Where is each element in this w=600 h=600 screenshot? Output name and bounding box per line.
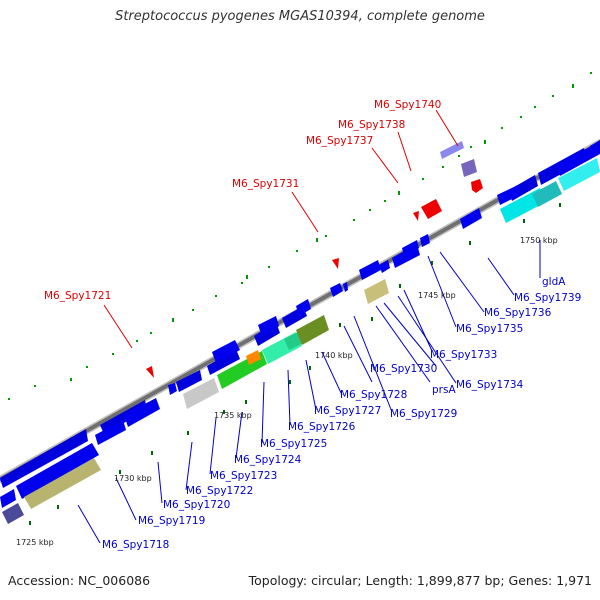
scale-label-1740: 1740 kbp bbox=[315, 351, 353, 360]
gene-label-m6-spy1739[interactable]: M6_Spy1739 bbox=[514, 292, 581, 304]
gene-label-m6-spy1718[interactable]: M6_Spy1718 bbox=[102, 539, 169, 551]
genome-summary-text: Topology: circular; Length: 1,899,877 bp… bbox=[248, 573, 592, 588]
gene-label-glda[interactable]: gldA bbox=[542, 276, 566, 288]
scale-label-1745: 1745 kbp bbox=[418, 291, 456, 300]
gene-label-m6-spy1724[interactable]: M6_Spy1724 bbox=[234, 454, 302, 466]
gene-label-m6-spy1735[interactable]: M6_Spy1735 bbox=[456, 323, 523, 335]
map-title: Streptococcus pyogenes MGAS10394, comple… bbox=[115, 9, 485, 24]
gene-label-m6-spy1725[interactable]: M6_Spy1725 bbox=[260, 438, 327, 450]
scale-label-1735: 1735 kbp bbox=[214, 411, 252, 420]
label-leader-lines bbox=[77, 240, 541, 544]
highlighted-genes[interactable] bbox=[146, 159, 483, 378]
gene-label-m6-spy1730[interactable]: M6_Spy1730 bbox=[370, 363, 437, 375]
scale-label-1730: 1730 kbp bbox=[114, 474, 152, 483]
gene-label-m6-spy1720[interactable]: M6_Spy1720 bbox=[163, 499, 230, 511]
gene-label-m6-spy1721[interactable]: M6_Spy1721 bbox=[44, 290, 111, 302]
reverse-strand-genes[interactable] bbox=[0, 143, 600, 508]
gene-label-m6-spy1733[interactable]: M6_Spy1733 bbox=[430, 349, 497, 361]
scale-label-1725: 1725 kbp bbox=[16, 538, 54, 547]
gene-label-m6-spy1728[interactable]: M6_Spy1728 bbox=[340, 389, 407, 401]
outer-tick-ring bbox=[8, 72, 592, 400]
gene-label-m6-spy1740[interactable]: M6_Spy1740 bbox=[374, 99, 441, 111]
accession-text: Accession: NC_006086 bbox=[8, 573, 151, 588]
gene-label-m6-spy1722[interactable]: M6_Spy1722 bbox=[186, 485, 253, 497]
gene-label-m6-spy1727[interactable]: M6_Spy1727 bbox=[314, 405, 381, 417]
gene-label-m6-spy1719[interactable]: M6_Spy1719 bbox=[138, 515, 205, 527]
scale-label-1750: 1750 kbp bbox=[520, 236, 558, 245]
colored-genes[interactable] bbox=[2, 158, 600, 524]
gene-label-prsa[interactable]: prsA bbox=[432, 384, 456, 396]
gene-label-m6-spy1726[interactable]: M6_Spy1726 bbox=[288, 421, 356, 433]
gene-label-m6-spy1738[interactable]: M6_Spy1738 bbox=[338, 119, 405, 131]
gene-label-m6-spy1737[interactable]: M6_Spy1737 bbox=[306, 135, 373, 147]
gene-label-m6-spy1723[interactable]: M6_Spy1723 bbox=[210, 470, 277, 482]
highlight-leader-lines bbox=[103, 109, 459, 349]
inner-tick-ring bbox=[29, 203, 561, 525]
gene-label-m6-spy1736[interactable]: M6_Spy1736 bbox=[484, 307, 552, 319]
gene-label-m6-spy1729[interactable]: M6_Spy1729 bbox=[390, 408, 457, 420]
gene-label-m6-spy1731[interactable]: M6_Spy1731 bbox=[232, 178, 299, 190]
gene-label-m6-spy1734[interactable]: M6_Spy1734 bbox=[456, 379, 524, 391]
